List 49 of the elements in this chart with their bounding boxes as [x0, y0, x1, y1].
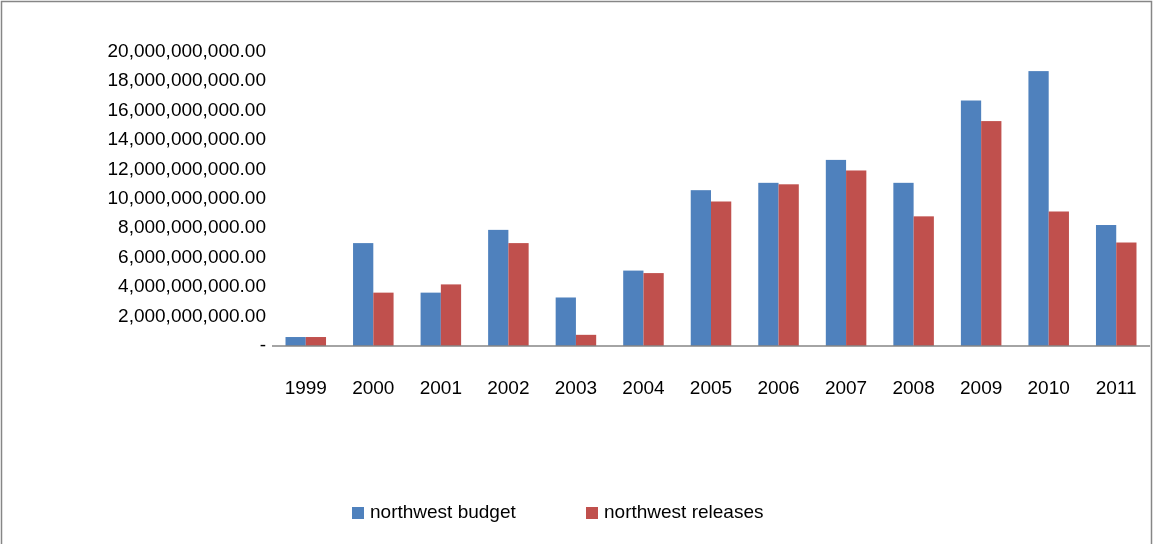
- bar: [353, 243, 374, 346]
- x-tick-label: 2003: [554, 377, 598, 399]
- bar: [555, 297, 576, 346]
- bar: [711, 201, 732, 346]
- bar: [1095, 225, 1117, 346]
- bar: [508, 243, 529, 346]
- y-tick-label: 18,000,000,000.00: [107, 69, 266, 91]
- y-tick-label: 16,000,000,000.00: [107, 98, 266, 120]
- bar: [373, 292, 394, 346]
- bar: [1028, 71, 1049, 346]
- bar: [758, 182, 779, 346]
- bar: [440, 284, 462, 346]
- y-tick-label: 8,000,000,000.00: [118, 216, 266, 238]
- y-tick-label: 20,000,000,000.00: [107, 40, 266, 62]
- bar: [825, 159, 847, 346]
- bar: [1048, 211, 1069, 346]
- bar: [623, 270, 644, 346]
- bar: [893, 182, 914, 346]
- y-tick-label: 2,000,000,000.00: [118, 304, 266, 326]
- x-tick-label: 2004: [622, 377, 666, 399]
- x-tick-label: 2006: [757, 377, 800, 399]
- bar: [643, 273, 664, 346]
- bar: [488, 229, 509, 346]
- bar: [960, 100, 982, 346]
- x-tick-label: 2008: [892, 377, 935, 399]
- bar: [690, 190, 711, 346]
- y-tick-label: 10,000,000,000.00: [107, 187, 266, 209]
- x-tick-label: 2000: [352, 377, 395, 399]
- y-tick-label: 12,000,000,000.00: [107, 157, 266, 179]
- x-tick-label: 2009: [960, 377, 1003, 399]
- y-tick-label: 14,000,000,000.00: [107, 128, 266, 150]
- x-tick-label: 2005: [689, 377, 733, 399]
- bar: [1116, 242, 1137, 346]
- x-tick-label: 2001: [419, 377, 462, 399]
- legend-label: northwest releases: [604, 501, 764, 523]
- bar: [420, 292, 441, 346]
- x-tick-label: 2007: [824, 377, 868, 399]
- y-tick-label: -: [259, 334, 266, 356]
- bar: [846, 170, 867, 346]
- x-tick-label: 2010: [1027, 377, 1070, 399]
- y-tick-label: 4,000,000,000.00: [118, 275, 266, 297]
- y-tick-label: 6,000,000,000.00: [118, 245, 266, 267]
- legend-label: northwest budget: [370, 501, 517, 523]
- x-tick-label: 2011: [1095, 377, 1137, 399]
- x-tick-label: 2002: [487, 377, 530, 399]
- bar: [981, 121, 1002, 346]
- bar: [913, 216, 934, 346]
- x-tick-label: 1999: [284, 377, 327, 399]
- bar: [778, 184, 799, 346]
